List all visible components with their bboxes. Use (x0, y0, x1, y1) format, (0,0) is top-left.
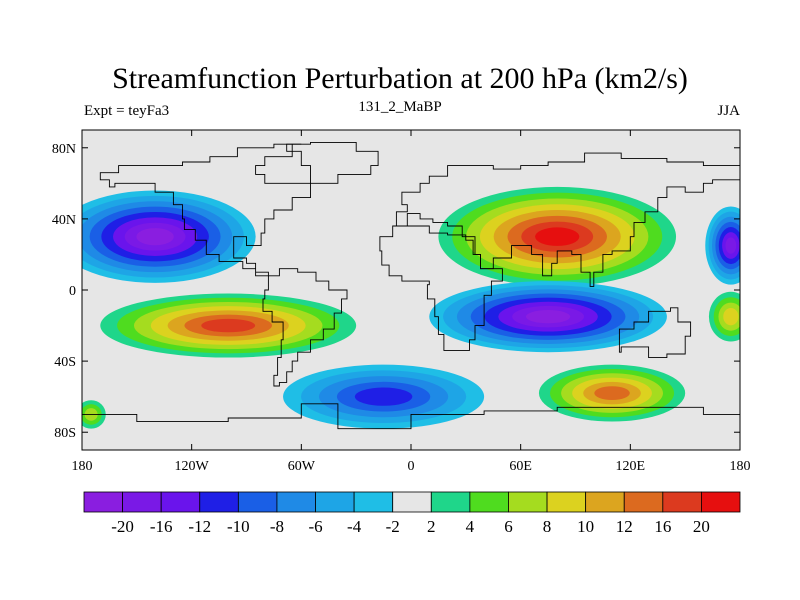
contour-band (354, 387, 413, 406)
contour-band (594, 386, 630, 401)
lon-tick-label: 60W (288, 459, 316, 474)
experiment-label: Expt = teyFa3 (84, 103, 170, 119)
colorbar-label: 10 (577, 517, 594, 536)
colorbar-swatch (353, 491, 394, 513)
colorbar-swatch (469, 491, 509, 513)
contour-band (535, 227, 580, 246)
lon-tick-label: 0 (408, 459, 415, 474)
colorbar-swatch (662, 491, 702, 513)
colorbar-swatch (315, 491, 355, 513)
coastline-outline (286, 141, 379, 184)
lon-tick-label: 120W (175, 459, 210, 474)
coastline-outline (82, 403, 740, 450)
colorbar-swatch (430, 491, 471, 513)
contour-indian-ocean-low (429, 281, 667, 353)
colorbar-label: 6 (504, 517, 513, 536)
colorbar-swatch (83, 491, 123, 513)
coastline-outline (262, 268, 348, 387)
contour-north-pacific-low (82, 190, 256, 283)
colorbar-swatch (160, 491, 201, 513)
colorbar-swatch (623, 491, 664, 513)
axis-ticks: 180 120W 60W 0 60E 120E 180 80N 40N 0 40S 80S (52, 130, 751, 474)
colorbar-label: -2 (386, 517, 400, 536)
colorbar-swatch (508, 491, 548, 513)
contour-west-pacific-high-edge (708, 291, 740, 342)
coastline-outline (379, 225, 503, 351)
colorbar-label: 16 (654, 517, 671, 536)
lat-tick-label: 40N (52, 213, 76, 228)
colorbar-label: -8 (270, 517, 284, 536)
colorbar-swatch (199, 491, 239, 513)
contour-fill-layer (82, 186, 740, 429)
coastline-outline (99, 143, 311, 277)
lat-tick-label: 40S (54, 355, 76, 370)
colorbar-swatch (392, 491, 432, 513)
contour-south-indian-high (538, 364, 686, 422)
colorbar: -20 -16 -12 -10 -8 -6 -4 -2 2 4 6 8 10 12 16 20 (83, 491, 741, 536)
contour-south-pacific-high (100, 293, 357, 358)
lon-tick-label: 180 (730, 459, 751, 474)
colorbar-swatch (276, 491, 316, 513)
colorbar-label: -12 (188, 517, 211, 536)
lat-tick-label: 0 (69, 284, 76, 299)
coastline-layer (82, 141, 740, 450)
contour-band (723, 308, 739, 326)
lon-tick-label: 60E (509, 459, 532, 474)
contour-north-pacific-low-east-edge (705, 206, 740, 285)
colorbar-label: -20 (111, 517, 134, 536)
contour-south-atlantic-low (283, 364, 485, 429)
case-label: 131_2_MaBP (358, 99, 442, 115)
colorbar-label: 8 (543, 517, 552, 536)
colorbar-swatch (701, 491, 741, 513)
colorbar-label: -4 (347, 517, 362, 536)
colorbar-swatch (122, 491, 162, 513)
plot-title: Streamfunction Perturbation at 200 hPa (… (112, 62, 688, 95)
colorbar-label: 4 (466, 517, 475, 536)
coastline-outline (618, 307, 692, 359)
lon-tick-label: 180 (72, 459, 93, 474)
lat-tick-label: 80S (54, 426, 76, 441)
colorbar-swatch (237, 491, 278, 513)
colorbar-swatch (585, 491, 625, 513)
colorbar-label: 12 (616, 517, 633, 536)
lon-tick-label: 120E (616, 459, 646, 474)
contour-band (136, 228, 174, 246)
contour-band (725, 237, 737, 254)
colorbar-label: 2 (427, 517, 436, 536)
colorbar-label: -10 (227, 517, 250, 536)
contour-band (201, 318, 256, 333)
contour-band (525, 310, 571, 324)
colorbar-label: -6 (308, 517, 322, 536)
lat-tick-label: 80N (52, 142, 76, 157)
colorbar-label: -16 (150, 517, 173, 536)
colorbar-label: 20 (693, 517, 710, 536)
colorbar-swatch (546, 491, 587, 513)
season-label: JJA (717, 103, 740, 119)
